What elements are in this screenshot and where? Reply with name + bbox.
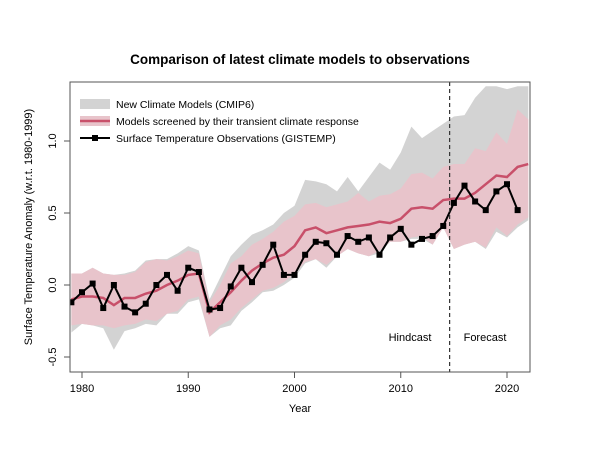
legend: New Climate Models (CMIP6) Models screen… xyxy=(80,99,359,145)
legend-label-cmip6: New Climate Models (CMIP6) xyxy=(116,99,254,111)
observation-point xyxy=(312,238,319,245)
observation-point xyxy=(408,241,415,248)
axes: 1980 1990 2000 2010 2020 -0.5 0.0 0.5 1.0 xyxy=(47,133,519,395)
legend-label-screened: Models screened by their transient clima… xyxy=(116,116,359,128)
observation-point xyxy=(132,309,139,316)
observation-point xyxy=(482,207,489,214)
x-tick-label: 1990 xyxy=(176,383,200,395)
observation-point xyxy=(334,251,340,258)
observation-point xyxy=(249,279,255,286)
x-tick-label: 2020 xyxy=(495,383,519,395)
plot-area xyxy=(70,82,529,372)
observation-point xyxy=(450,199,457,206)
chart-title: Comparison of latest climate models to o… xyxy=(130,52,470,67)
observation-point xyxy=(121,303,128,310)
observation-point xyxy=(206,306,213,313)
legend-swatch-cmip6 xyxy=(80,99,110,109)
observation-point xyxy=(440,222,447,229)
observation-point xyxy=(376,251,383,258)
observation-point xyxy=(419,235,425,242)
x-axis-label: Year xyxy=(289,403,312,415)
observation-point xyxy=(323,240,330,247)
plot-frame xyxy=(69,81,531,373)
x-tick-label: 1980 xyxy=(70,383,94,395)
observation-point xyxy=(217,305,224,312)
observation-point xyxy=(472,198,479,205)
y-tick-label: 0.5 xyxy=(47,205,59,220)
forecast-label: Forecast xyxy=(464,332,507,344)
observation-point xyxy=(259,261,266,268)
screened-mean-line xyxy=(71,162,529,315)
y-tick-label: -0.5 xyxy=(47,348,59,367)
observation-point xyxy=(238,264,245,271)
observation-point xyxy=(195,269,202,276)
observation-point xyxy=(504,181,510,188)
observation-point xyxy=(174,287,181,294)
observation-point xyxy=(365,234,372,241)
observation-point xyxy=(397,225,404,232)
observation-point xyxy=(302,251,309,258)
x-tick-label: 2010 xyxy=(389,383,413,395)
observation-point xyxy=(461,182,468,189)
screened-band xyxy=(71,109,529,337)
y-axis-label: Surface Temperature Anomaly (w.r.t. 1980… xyxy=(23,109,35,345)
observation-point xyxy=(493,188,500,195)
observation-point xyxy=(164,271,170,278)
observation-point xyxy=(153,282,160,288)
observation-point xyxy=(344,233,351,240)
legend-marker-observations xyxy=(92,135,98,141)
hindcast-label: Hindcast xyxy=(389,332,432,344)
observation-point xyxy=(429,233,436,240)
y-tick-label: 1.0 xyxy=(47,133,59,148)
observation-point xyxy=(280,271,287,278)
observation-point xyxy=(387,234,394,241)
observation-point xyxy=(100,305,107,312)
observation-point xyxy=(70,299,75,306)
observation-point xyxy=(291,271,298,278)
observation-point xyxy=(270,241,277,248)
observation-point xyxy=(89,280,96,287)
observation-point xyxy=(355,238,362,245)
y-tick-label: 0.0 xyxy=(47,277,59,292)
observation-point xyxy=(142,300,149,307)
observation-point xyxy=(227,283,234,290)
legend-label-observations: Surface Temperature Observations (GISTEM… xyxy=(116,133,336,145)
observation-point xyxy=(79,289,85,296)
x-tick-label: 2000 xyxy=(282,383,306,395)
observation-point xyxy=(110,282,117,288)
observation-point xyxy=(185,264,192,271)
observation-point xyxy=(514,207,521,214)
